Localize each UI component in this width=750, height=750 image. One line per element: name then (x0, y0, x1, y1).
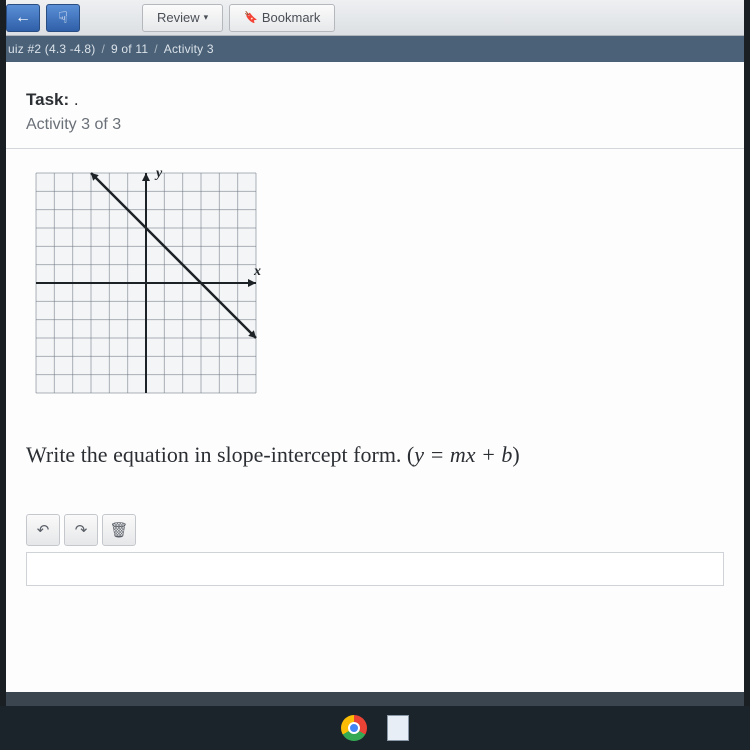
undo-button[interactable]: ↶ (26, 514, 60, 546)
top-toolbar: ← ☟ Review ▾ 🔖 Bookmark (0, 0, 750, 36)
breadcrumb-progress: 9 of 11 (111, 42, 148, 56)
undo-icon: ↶ (37, 521, 50, 539)
trash-button[interactable]: 🗑 (102, 514, 136, 546)
task-value: . (74, 90, 79, 109)
taskbar (0, 706, 750, 750)
redo-button[interactable]: ↷ (64, 514, 98, 546)
task-label: Task: (26, 90, 69, 109)
svg-text:x: x (253, 264, 261, 279)
breadcrumb-sep: / (101, 42, 105, 56)
content-area: Task: . Activity 3 of 3 yx Write the equ… (0, 62, 750, 692)
answer-tools: ↶ ↷ 🗑 (26, 514, 724, 546)
task-line: Task: . (26, 90, 724, 110)
question-prefix: Write the equation in slope-intercept fo… (26, 442, 414, 467)
answer-input[interactable] (26, 552, 724, 586)
breadcrumb: uiz #2 (4.3 -4.8) / 9 of 11 / Activity 3 (0, 36, 750, 62)
breadcrumb-sep: / (154, 42, 158, 56)
question-math: y = mx + b (414, 442, 512, 467)
review-label: Review (157, 10, 200, 25)
chevron-down-icon: ▾ (204, 12, 209, 23)
trash-icon: 🗑 (109, 521, 128, 539)
divider (0, 148, 750, 149)
screen-bezel (0, 0, 6, 706)
graph-svg: yx (26, 163, 266, 403)
redo-icon: ↷ (75, 521, 88, 539)
question-suffix: ) (512, 442, 519, 467)
activity-line: Activity 3 of 3 (26, 116, 724, 134)
bookmark-icon: 🔖 (244, 11, 258, 24)
hand-icon: ☟ (58, 8, 68, 28)
question-text: Write the equation in slope-intercept fo… (26, 442, 724, 468)
hand-tool-button[interactable]: ☟ (46, 4, 80, 32)
back-button[interactable]: ← (6, 4, 40, 32)
graph: yx (26, 163, 266, 408)
breadcrumb-activity: Activity 3 (164, 42, 214, 56)
bookmark-button[interactable]: 🔖 Bookmark (229, 4, 335, 32)
file-explorer-icon[interactable] (387, 715, 409, 741)
chrome-icon[interactable] (341, 715, 367, 741)
screen-bezel (744, 0, 750, 706)
back-arrow-icon: ← (15, 9, 31, 27)
bookmark-label: Bookmark (262, 10, 321, 25)
review-button[interactable]: Review ▾ (142, 4, 223, 32)
breadcrumb-quiz: uiz #2 (4.3 -4.8) (8, 42, 95, 56)
svg-text:y: y (154, 166, 163, 181)
